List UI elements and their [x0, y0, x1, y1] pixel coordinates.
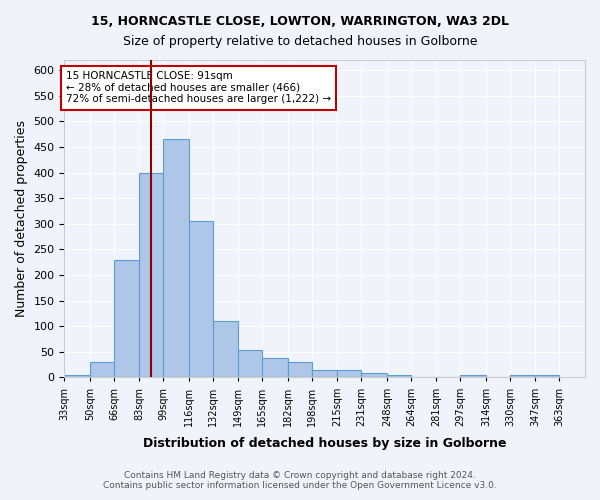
X-axis label: Distribution of detached houses by size in Golborne: Distribution of detached houses by size … — [143, 437, 506, 450]
Text: 15 HORNCASTLE CLOSE: 91sqm
← 28% of detached houses are smaller (466)
72% of sem: 15 HORNCASTLE CLOSE: 91sqm ← 28% of deta… — [66, 72, 331, 104]
Y-axis label: Number of detached properties: Number of detached properties — [15, 120, 28, 317]
Bar — [189, 222, 213, 378]
Bar — [337, 370, 361, 378]
Bar — [238, 350, 262, 378]
Bar — [510, 375, 535, 378]
Bar — [288, 362, 312, 378]
Bar — [213, 321, 238, 378]
Bar — [460, 375, 486, 378]
Text: Size of property relative to detached houses in Golborne: Size of property relative to detached ho… — [123, 35, 477, 48]
Bar — [64, 375, 90, 378]
Bar — [387, 375, 411, 378]
Bar — [139, 172, 163, 378]
Bar — [535, 375, 559, 378]
Text: Contains HM Land Registry data © Crown copyright and database right 2024.
Contai: Contains HM Land Registry data © Crown c… — [103, 470, 497, 490]
Bar — [90, 362, 114, 378]
Text: 15, HORNCASTLE CLOSE, LOWTON, WARRINGTON, WA3 2DL: 15, HORNCASTLE CLOSE, LOWTON, WARRINGTON… — [91, 15, 509, 28]
Bar — [361, 374, 387, 378]
Bar — [262, 358, 288, 378]
Bar — [163, 140, 189, 378]
Bar — [114, 260, 139, 378]
Bar — [312, 370, 337, 378]
